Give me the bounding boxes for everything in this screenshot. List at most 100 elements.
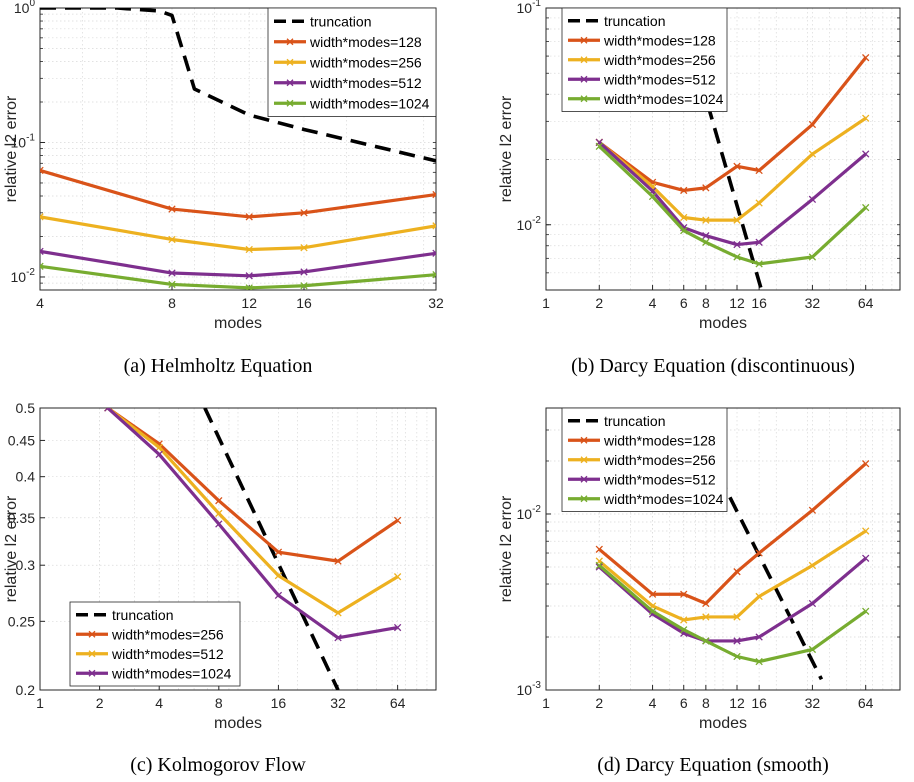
data-point	[808, 150, 817, 158]
x-tick-label: 32	[805, 295, 821, 311]
data-point	[215, 520, 223, 528]
data-point	[595, 545, 603, 553]
data-point	[702, 637, 710, 645]
data-point	[755, 633, 763, 641]
x-tick-label: 32	[330, 695, 346, 711]
legend-label: width*modes=256	[603, 452, 716, 468]
legend-label: truncation	[310, 13, 371, 29]
y-tick-label: 0.2	[16, 682, 36, 698]
legend-item: truncation	[76, 607, 173, 623]
data-point	[680, 186, 688, 195]
legend-label: width*modes=256	[603, 52, 716, 68]
data-point	[168, 235, 176, 244]
data-point	[733, 568, 741, 576]
y-tick-label: 100	[14, 0, 36, 16]
series-line-width-modes-256	[106, 408, 399, 563]
x-tick-label: 16	[751, 695, 767, 711]
x-tick-label: 8	[215, 695, 223, 711]
data-point	[40, 247, 44, 256]
data-point	[155, 450, 163, 459]
legend: truncation width*modes=128 width*modes=256…	[267, 7, 437, 117]
legend-item: truncation	[568, 413, 665, 429]
data-point	[648, 607, 657, 615]
data-point	[334, 557, 342, 565]
data-point	[755, 166, 763, 175]
series-line-width-modes-512	[598, 141, 867, 247]
data-point	[755, 260, 763, 268]
x-axis-label: modes	[699, 715, 747, 732]
series-line-width-modes-128	[40, 168, 436, 219]
x-axis-label: modes	[214, 715, 262, 732]
legend-item: truncation	[274, 13, 371, 29]
data-point	[862, 114, 870, 122]
data-point	[245, 213, 253, 221]
data-point	[808, 645, 817, 654]
series-line-width-modes-512	[40, 249, 436, 278]
data-point	[808, 561, 817, 570]
data-point	[300, 244, 308, 252]
data-point	[393, 516, 402, 525]
data-point	[808, 195, 817, 203]
x-tick-label: 16	[751, 295, 767, 311]
data-point	[648, 192, 657, 201]
series-line-truncation	[40, 8, 436, 163]
legend-item: width*modes=128	[568, 432, 716, 448]
y-tick-label: 10-2	[11, 267, 36, 285]
data-point	[595, 561, 603, 570]
data-point	[648, 590, 657, 598]
legend-label: width*modes=1024	[111, 665, 232, 681]
data-point	[432, 249, 436, 257]
legend-label: width*modes=512	[111, 646, 224, 662]
data-point	[40, 166, 44, 175]
data-point	[300, 268, 308, 276]
data-point	[40, 262, 44, 270]
panel-c: 1 2 4 8 16 32 64 0.2 0.25 0.3 0.35 0.4 0.45 0.5 modes r…	[3, 400, 437, 776]
x-tick-label: 8	[702, 295, 710, 311]
y-axis-label: relative l2 error	[3, 95, 20, 202]
y-tick-label: 0.4	[16, 469, 36, 485]
x-tick-label: 6	[680, 695, 688, 711]
data-point	[274, 548, 283, 556]
series-line-width-modes-512	[598, 557, 867, 643]
legend-label: width*modes=1024	[603, 91, 724, 107]
x-tick-label: 1	[36, 695, 44, 711]
legend-label: width*modes=1024	[603, 491, 724, 507]
data-point	[393, 623, 402, 632]
data-point	[680, 616, 688, 624]
legend-label: truncation	[112, 607, 173, 623]
data-point	[702, 599, 710, 608]
legend-item: truncation	[568, 13, 665, 29]
series-line-width-modes-1024	[598, 564, 867, 664]
data-point	[733, 240, 741, 249]
data-point	[168, 269, 176, 277]
x-tick-label: 1	[542, 695, 550, 711]
data-point	[808, 120, 817, 129]
x-tick-label: 2	[96, 695, 104, 711]
legend-item: width*modes=1024	[568, 91, 724, 107]
x-tick-label: 64	[858, 295, 874, 311]
legend: truncation width*modes=128 width*modes=256…	[561, 7, 728, 112]
y-tick-label: 10-1	[11, 132, 36, 150]
data-point	[245, 245, 253, 254]
data-point	[733, 253, 741, 261]
legend-label: width*modes=128	[603, 32, 716, 48]
legend-label: truncation	[604, 413, 665, 429]
legend: truncation width*modes=256 width*modes=512…	[69, 601, 241, 687]
data-point	[733, 162, 741, 170]
data-point	[755, 199, 763, 207]
data-point	[40, 213, 44, 221]
x-axis-label: modes	[214, 315, 262, 332]
data-point	[862, 460, 870, 468]
data-point	[300, 282, 308, 290]
data-point	[755, 592, 763, 601]
legend-item: width*modes=256	[76, 626, 224, 642]
series-group	[40, 8, 436, 290]
x-axis-label: modes	[699, 315, 747, 332]
legend-label: width*modes=1024	[309, 95, 430, 111]
data-point	[595, 142, 603, 151]
x-tick-label: 16	[296, 295, 312, 311]
data-point	[155, 443, 163, 452]
series-group	[104, 408, 402, 690]
